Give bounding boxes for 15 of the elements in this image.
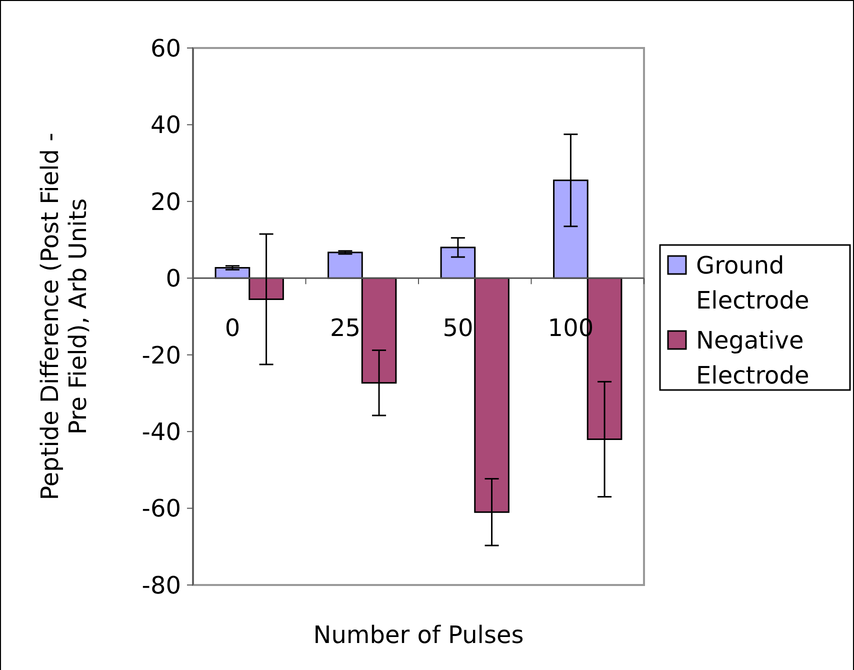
- y-axis-title: Peptide Difference (Post Field - Pre Field), Arb Units: [36, 132, 92, 500]
- legend-label: Ground Electrode: [696, 251, 810, 314]
- x-tick-label: 0: [224, 314, 240, 342]
- y-tick-label: -60: [142, 494, 181, 523]
- y-tick-label: 60: [150, 34, 181, 62]
- x-tick-label: 50: [442, 314, 474, 342]
- y-tick-label: -40: [142, 418, 181, 446]
- y-tick-label: 20: [150, 188, 181, 216]
- x-axis-title: Number of Pulses: [313, 621, 524, 649]
- y-tick-label: -20: [142, 341, 181, 370]
- x-tick-label: 25: [330, 314, 360, 342]
- legend-label: Negative Electrode: [696, 326, 810, 390]
- y-tick-label: 40: [150, 111, 181, 140]
- y-tick-label: -80: [142, 571, 181, 600]
- y-tick-label: 0: [166, 264, 181, 293]
